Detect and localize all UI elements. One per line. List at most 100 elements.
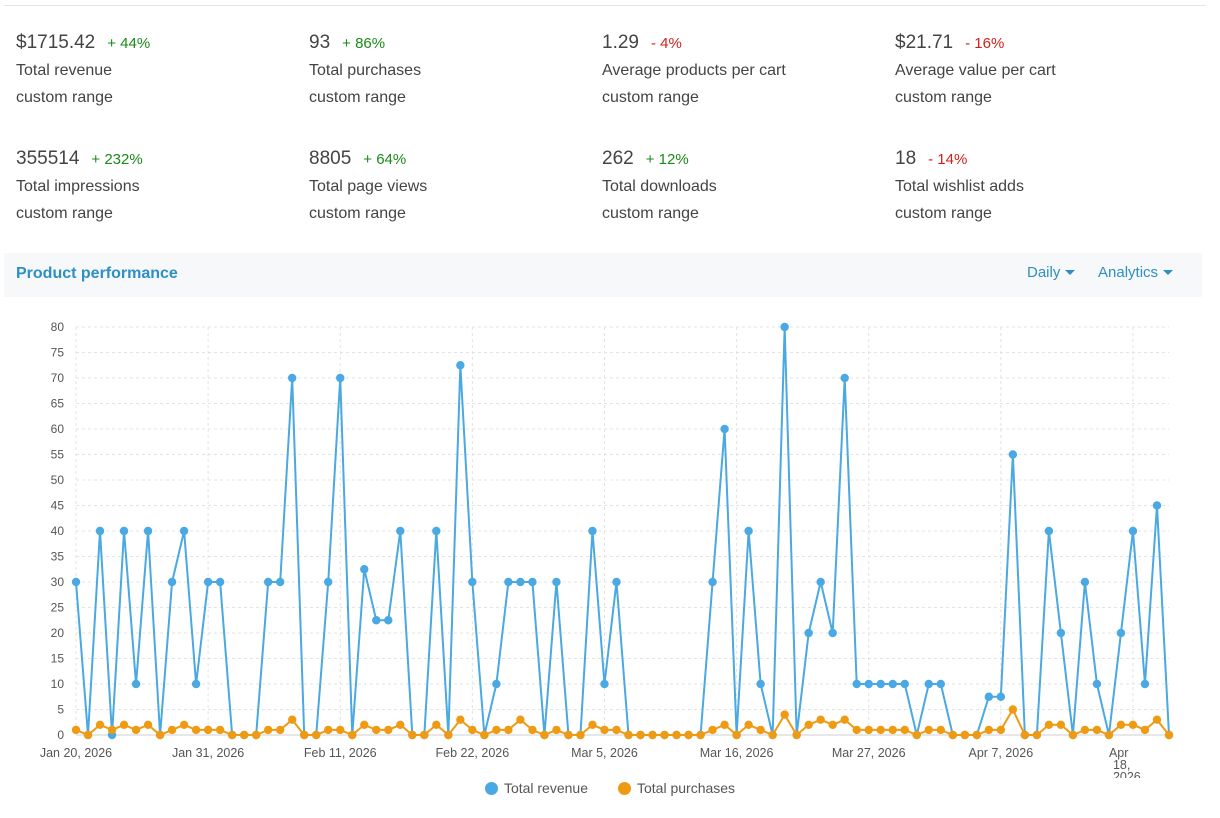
- stat-label: Total downloads: [602, 178, 717, 195]
- legend-item-revenue[interactable]: Total revenue: [484, 780, 588, 796]
- data-point-purchases: [948, 730, 958, 740]
- stat-range: custom range: [16, 205, 113, 222]
- stat-value: 93: [309, 32, 331, 53]
- data-point-revenue: [588, 526, 597, 536]
- y-tick-label: 40: [51, 524, 65, 538]
- data-point-revenue: [840, 373, 849, 383]
- y-tick-label: 50: [51, 473, 65, 487]
- data-point-purchases: [732, 730, 741, 740]
- view-dropdown-label: Analytics: [1098, 264, 1159, 281]
- data-point-purchases: [1080, 725, 1090, 735]
- data-point-revenue: [287, 373, 297, 383]
- stat-total-purchases: 93 + 86% Total purchases custom range: [309, 32, 602, 148]
- stat-value: $1715.42: [16, 32, 96, 53]
- data-point-revenue: [780, 322, 789, 332]
- interval-dropdown[interactable]: Daily: [1027, 264, 1076, 281]
- data-point-revenue: [828, 628, 837, 638]
- stat-value: $21.71: [895, 32, 954, 53]
- stat-label: Total revenue: [16, 62, 113, 79]
- data-point-purchases: [1116, 720, 1126, 729]
- stat-average-value-per-cart: $21.71 - 16% Average value per cart custo…: [895, 32, 1188, 148]
- data-point-purchases: [71, 725, 81, 735]
- data-point-purchases: [780, 710, 789, 719]
- legend-label: Total revenue: [503, 780, 588, 796]
- data-point-revenue: [203, 577, 213, 587]
- y-tick-label: 15: [51, 652, 65, 666]
- data-point-revenue: [179, 526, 189, 536]
- data-point-purchases: [540, 730, 549, 740]
- series-line-purchases: [75, 708, 1170, 736]
- data-point-purchases: [744, 720, 753, 729]
- stat-change: - 14%: [928, 151, 968, 168]
- data-point-purchases: [179, 720, 189, 729]
- series-line-revenue: [75, 326, 1170, 736]
- data-point-purchases: [1140, 725, 1150, 735]
- data-point-revenue: [1080, 577, 1090, 587]
- data-point-revenue: [1056, 628, 1066, 638]
- data-point-purchases: [300, 730, 309, 740]
- data-point-purchases: [552, 725, 561, 735]
- interval-dropdown-label: Daily: [1027, 264, 1061, 281]
- data-point-revenue: [756, 679, 765, 689]
- top-divider: [4, 5, 1206, 6]
- y-tick-label: 5: [57, 703, 64, 717]
- data-point-purchases: [960, 730, 970, 740]
- data-point-purchases: [95, 720, 105, 729]
- caret-down-icon: [1065, 270, 1076, 275]
- x-tick-label: Apr 7, 2026: [969, 746, 1034, 760]
- data-point-revenue: [720, 424, 729, 434]
- stat-total-downloads: 262 + 12% Total downloads custom range: [602, 148, 895, 264]
- data-point-purchases: [119, 720, 129, 729]
- data-point-purchases: [612, 725, 621, 735]
- stat-value: 355514: [16, 148, 80, 169]
- data-point-purchases: [924, 725, 933, 735]
- stat-label: Total purchases: [309, 62, 422, 79]
- data-point-revenue: [456, 361, 465, 370]
- data-point-revenue: [119, 526, 129, 536]
- y-tick-label: 65: [51, 397, 65, 411]
- data-point-purchases: [239, 730, 249, 740]
- legend-label: Total purchases: [637, 780, 736, 796]
- data-point-revenue: [888, 679, 897, 689]
- data-point-revenue: [191, 679, 201, 689]
- legend-item-purchases[interactable]: Total purchases: [618, 780, 735, 796]
- data-point-purchases: [384, 725, 393, 735]
- data-point-purchases: [912, 730, 921, 740]
- data-point-purchases: [348, 730, 357, 740]
- data-point-purchases: [756, 725, 765, 735]
- data-point-purchases: [1152, 715, 1162, 724]
- data-point-purchases: [420, 730, 429, 740]
- data-point-revenue: [816, 577, 825, 587]
- data-point-purchases: [876, 725, 885, 735]
- data-point-revenue: [131, 679, 141, 689]
- data-point-purchases: [263, 725, 273, 735]
- data-point-purchases: [1068, 730, 1078, 740]
- stat-value: 1.29: [602, 32, 639, 53]
- data-point-revenue: [1116, 628, 1126, 638]
- stat-value: 18: [895, 148, 917, 169]
- data-point-purchases: [1164, 730, 1174, 740]
- stat-change: - 16%: [965, 35, 1005, 52]
- stat-change: + 232%: [91, 151, 143, 168]
- data-point-revenue: [708, 577, 717, 587]
- stat-change: - 4%: [650, 35, 682, 52]
- data-point-purchases: [275, 725, 285, 735]
- y-tick-label: 20: [51, 626, 65, 640]
- view-dropdown[interactable]: Analytics: [1098, 264, 1174, 281]
- data-point-revenue: [263, 577, 273, 587]
- data-point-revenue: [924, 679, 933, 689]
- data-point-purchases: [624, 730, 633, 740]
- data-point-revenue: [804, 628, 813, 638]
- stat-average-products-per-cart: 1.29 - 4% Average products per cart custo…: [602, 32, 895, 148]
- stat-value: 262: [602, 148, 634, 169]
- data-point-purchases: [888, 725, 897, 735]
- data-point-purchases: [648, 730, 657, 740]
- data-point-revenue: [336, 373, 345, 383]
- data-point-purchases: [432, 720, 441, 729]
- stat-total-wishlist-adds: 18 - 14% Total wishlist adds custom range: [895, 148, 1188, 264]
- stat-range: custom range: [16, 89, 113, 106]
- data-point-purchases: [167, 725, 177, 735]
- stats-grid: $1715.42 + 44% Total revenue custom range…: [16, 32, 1196, 264]
- data-point-purchases: [564, 730, 573, 740]
- stat-change: + 86%: [342, 35, 386, 52]
